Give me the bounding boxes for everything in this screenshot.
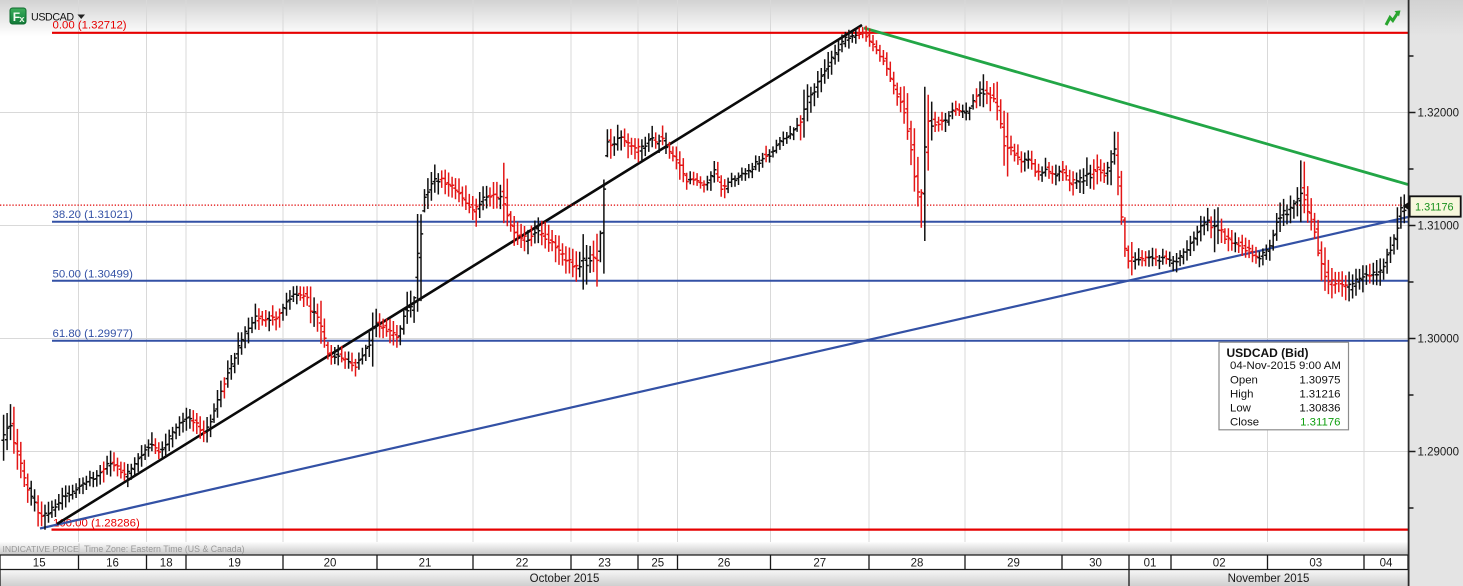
- svg-text:1.32000: 1.32000: [1418, 108, 1460, 120]
- svg-text:26: 26: [718, 557, 731, 569]
- svg-text:28: 28: [911, 557, 924, 569]
- svg-text:38.20 (1.31021): 38.20 (1.31021): [53, 209, 134, 221]
- svg-text:INDICATIVE PRICE: INDICATIVE PRICE: [3, 544, 80, 554]
- svg-text:16: 16: [106, 557, 119, 569]
- svg-text:0.00 (1.32712): 0.00 (1.32712): [53, 19, 127, 31]
- svg-text:Close: Close: [1230, 417, 1259, 429]
- svg-text:Low: Low: [1230, 403, 1252, 415]
- svg-text:04-Nov-2015 9:00 AM: 04-Nov-2015 9:00 AM: [1230, 360, 1341, 372]
- svg-text:01: 01: [1144, 557, 1157, 569]
- svg-text:1.31176: 1.31176: [1300, 417, 1340, 429]
- svg-text:21: 21: [419, 557, 432, 569]
- svg-text:61.80 (1.29977): 61.80 (1.29977): [53, 328, 134, 340]
- svg-text:18: 18: [160, 557, 173, 569]
- svg-text:USDCAD (Bid): USDCAD (Bid): [1227, 346, 1309, 360]
- svg-text:1.29000: 1.29000: [1418, 447, 1460, 459]
- svg-text:50.00 (1.30499): 50.00 (1.30499): [53, 268, 134, 280]
- svg-text:x: x: [19, 14, 25, 25]
- svg-text:High: High: [1230, 389, 1253, 401]
- svg-text:1.31216: 1.31216: [1299, 389, 1340, 401]
- svg-text:29: 29: [1007, 557, 1020, 569]
- svg-text:03: 03: [1309, 557, 1322, 569]
- svg-text:04: 04: [1380, 557, 1393, 569]
- svg-text:1.30000: 1.30000: [1418, 334, 1460, 346]
- svg-text:25: 25: [651, 557, 664, 569]
- svg-text:1.30836: 1.30836: [1299, 403, 1340, 415]
- svg-text:02: 02: [1213, 557, 1226, 569]
- svg-text:F: F: [13, 10, 20, 24]
- svg-text:23: 23: [598, 557, 611, 569]
- svg-text:Open: Open: [1230, 374, 1258, 386]
- svg-text:1.31000: 1.31000: [1418, 221, 1460, 233]
- svg-text:1.30975: 1.30975: [1299, 374, 1340, 386]
- svg-text:22: 22: [516, 557, 529, 569]
- svg-text:27: 27: [813, 557, 826, 569]
- svg-text:19: 19: [228, 557, 241, 569]
- svg-text:October 2015: October 2015: [530, 573, 600, 585]
- svg-text:20: 20: [324, 557, 337, 569]
- svg-text:November 2015: November 2015: [1228, 573, 1310, 585]
- svg-text:1.31176: 1.31176: [1415, 201, 1454, 213]
- svg-text:USDCAD: USDCAD: [31, 11, 74, 23]
- svg-text:15: 15: [33, 557, 46, 569]
- svg-text:Time Zone: Eastern Time (US &: Time Zone: Eastern Time (US & Canada): [84, 544, 245, 554]
- svg-text:30: 30: [1089, 557, 1102, 569]
